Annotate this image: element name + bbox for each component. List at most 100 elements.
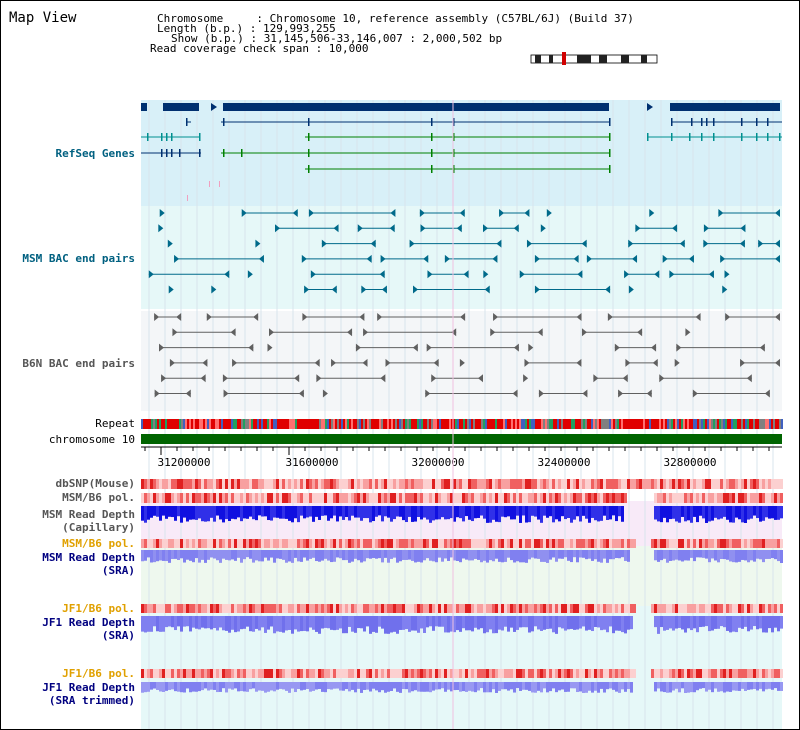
jf1-pol-heat [453, 604, 456, 613]
msm-sra-pol-heat [675, 539, 678, 548]
track-label-msm-bac[interactable]: MSM BAC end pairs [22, 252, 135, 265]
msm-sra-depth [459, 550, 462, 563]
jf1-trim-pol-heat [762, 669, 765, 678]
jf1-trim-depth [303, 682, 306, 690]
jf1-trim-depth [558, 682, 561, 691]
msm-bac-pair-end [304, 285, 310, 294]
repeat-segment [651, 419, 653, 429]
jf1-trim-depth [468, 682, 471, 691]
msm-sra-pol-heat [186, 539, 189, 548]
b6n-bac-pair-end [576, 313, 582, 321]
msm-pol-heat [459, 493, 462, 503]
repeat-segment [605, 419, 607, 429]
msm-capillary-depth [255, 506, 258, 521]
msm-sra-pol-heat [492, 539, 495, 548]
jf1-trim-depth [708, 682, 711, 690]
dbsnp-heat [189, 479, 192, 489]
track-label-b6n-bac[interactable]: B6N BAC end pairs [22, 357, 135, 370]
dbsnp-heat [396, 479, 399, 489]
jf1-pol-heat [285, 604, 288, 613]
jf1-sra-depth [591, 616, 594, 632]
dbsnp-heat [204, 479, 207, 489]
msm-sra-pol-heat [477, 539, 480, 548]
repeat-segment [305, 419, 307, 429]
gene-exon [161, 133, 163, 141]
dbsnp-heat [582, 479, 585, 489]
jf1-sra-depth [351, 616, 354, 632]
gene-exon [779, 133, 781, 141]
msm-sra-depth [441, 550, 444, 562]
msm-capillary-depth [663, 506, 666, 518]
jf1-sra-depth [210, 616, 213, 630]
jf1-sra-depth [306, 616, 309, 632]
track-label-jf1-b6-pol-trimmed[interactable]: JF1/B6 pol. [62, 667, 135, 680]
msm-sra-depth [417, 550, 420, 562]
track-label-msm-b6-pol[interactable]: MSM/B6 pol. [62, 491, 135, 504]
dbsnp-heat [741, 479, 744, 489]
dbsnp-heat [648, 479, 651, 489]
track-label-jf1-depth-sra[interactable]: JF1 Read Depth [42, 616, 135, 629]
msm-pol-heat [711, 493, 714, 503]
msm-capillary-depth [555, 506, 558, 520]
repeat-segment [559, 419, 561, 429]
msm-sra-depth [714, 550, 717, 561]
jf1-trim-pol-heat [267, 669, 270, 678]
jf1-trim-depth [612, 682, 615, 690]
jf1-pol-heat [369, 604, 372, 613]
msm-pol-heat [678, 493, 681, 503]
repeat-segment [481, 419, 483, 429]
repeat-segment [641, 419, 643, 429]
dbsnp-heat [687, 479, 690, 489]
track-label-refseq[interactable]: RefSeq Genes [55, 147, 135, 160]
msm-bac-pair-end [534, 285, 540, 294]
track-label-msm-depth-capillary[interactable]: MSM Read Depth [42, 508, 135, 521]
repeat-segment [495, 419, 497, 429]
msm-capillary-depth [561, 506, 564, 517]
msm-capillary-depth [654, 506, 657, 520]
msm-pol-heat [597, 493, 600, 503]
msm-pol-heat [258, 493, 261, 503]
track-label-msm-depth-sra[interactable]: MSM Read Depth [42, 551, 135, 564]
msm-capillary-depth [528, 506, 531, 523]
msm-sra-pol-heat [303, 539, 306, 548]
jf1-trim-pol-heat [654, 669, 657, 678]
msm-sra-pol-heat [627, 539, 630, 548]
jf1-trim-depth [144, 682, 147, 693]
msm-capillary-depth [294, 506, 297, 519]
jf1-pol-heat [630, 604, 633, 613]
repeat-segment [233, 419, 235, 429]
msm-sra-pol-heat [756, 539, 759, 548]
msm-sra-pol-heat [777, 539, 780, 548]
msm-sra-pol-heat [753, 539, 756, 548]
repeat-segment [225, 419, 227, 429]
msm-capillary-depth [459, 506, 462, 519]
jf1-trim-pol-heat [528, 669, 531, 678]
jf1-sra-depth [342, 616, 345, 634]
jf1-trim-pol-heat [147, 669, 150, 678]
repeat-segment [285, 419, 287, 429]
jf1-pol-heat [444, 604, 447, 613]
repeat-segment [171, 419, 173, 429]
msm-sra-depth [732, 550, 735, 563]
repeat-segment [577, 419, 579, 429]
repeat-segment [263, 419, 265, 429]
b6n-bac-pair-end [676, 343, 682, 352]
jf1-pol-heat [618, 604, 621, 613]
jf1-sra-depth [411, 616, 414, 631]
jf1-sra-depth [669, 616, 672, 629]
repeat-segment [765, 419, 767, 429]
repeat-segment [729, 419, 731, 429]
b6n-bac-pair-end [302, 313, 308, 321]
msm-sra-depth [144, 550, 147, 561]
jf1-trim-pol-heat [144, 669, 147, 678]
track-label-jf1-depth-trimmed[interactable]: JF1 Read Depth [42, 681, 135, 694]
gene-exon [647, 133, 649, 141]
dbsnp-heat [528, 479, 531, 489]
jf1-trim-depth [198, 682, 201, 692]
track-label-dbsnp[interactable]: dbSNP(Mouse) [55, 477, 135, 490]
track-label-msm-b6-pol-sra[interactable]: MSM/B6 pol. [62, 537, 135, 550]
track-label-jf1-b6-pol[interactable]: JF1/B6 pol. [62, 602, 135, 615]
jf1-sra-depth [474, 616, 477, 628]
dbsnp-heat [594, 479, 597, 489]
